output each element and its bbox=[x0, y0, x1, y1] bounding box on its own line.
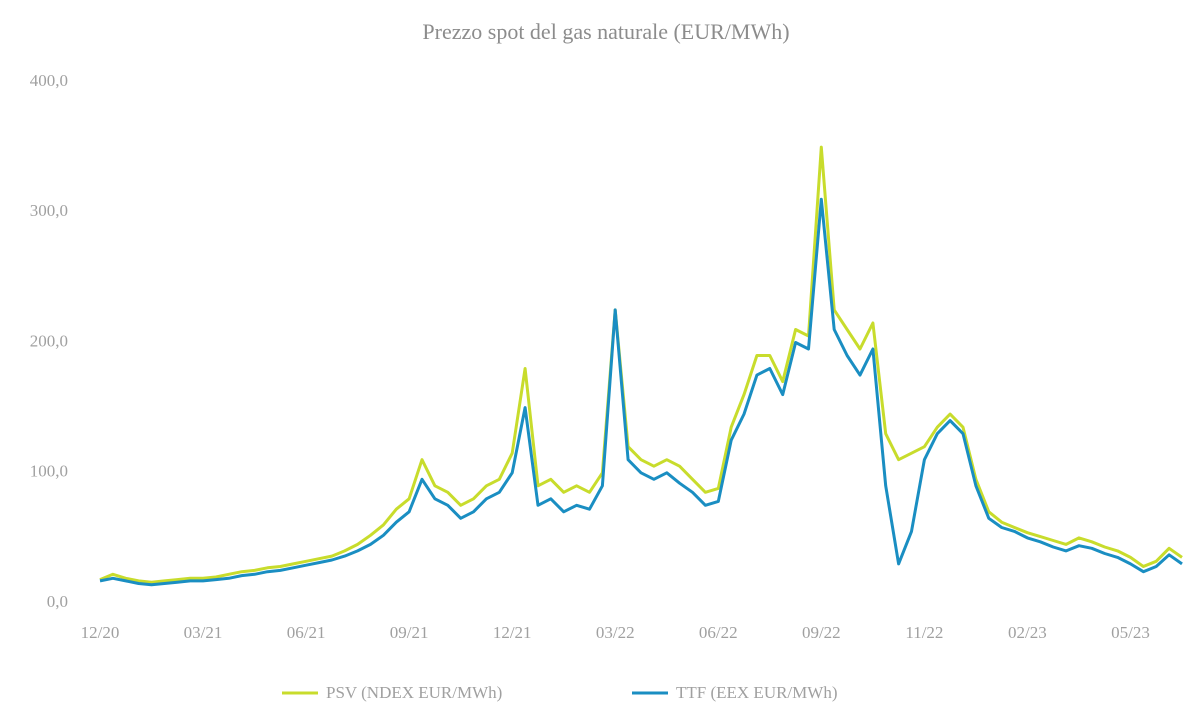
y-tick-label: 400,0 bbox=[30, 71, 68, 90]
legend-label: PSV (NDEX EUR/MWh) bbox=[326, 683, 502, 702]
x-tick-label: 03/21 bbox=[184, 623, 223, 642]
y-tick-label: 200,0 bbox=[30, 331, 68, 350]
y-tick-label: 300,0 bbox=[30, 201, 68, 220]
y-tick-label: 100,0 bbox=[30, 462, 68, 481]
series-line bbox=[99, 197, 1183, 587]
x-tick-label: 09/21 bbox=[390, 623, 429, 642]
x-tick-label: 06/21 bbox=[287, 623, 326, 642]
x-tick-label: 11/22 bbox=[905, 623, 943, 642]
x-tick-label: 12/21 bbox=[493, 623, 532, 642]
x-tick-label: 09/22 bbox=[802, 623, 841, 642]
legend-label: TTF (EEX EUR/MWh) bbox=[676, 683, 837, 702]
series-line bbox=[99, 145, 1183, 584]
x-tick-label: 02/23 bbox=[1008, 623, 1047, 642]
y-tick-label: 0,0 bbox=[47, 592, 68, 611]
x-tick-label: 03/22 bbox=[596, 623, 635, 642]
x-tick-label: 06/22 bbox=[699, 623, 738, 642]
x-tick-label: 05/23 bbox=[1111, 623, 1150, 642]
x-tick-label: 12/20 bbox=[81, 623, 120, 642]
chart-title: Prezzo spot del gas naturale (EUR/MWh) bbox=[422, 19, 789, 44]
